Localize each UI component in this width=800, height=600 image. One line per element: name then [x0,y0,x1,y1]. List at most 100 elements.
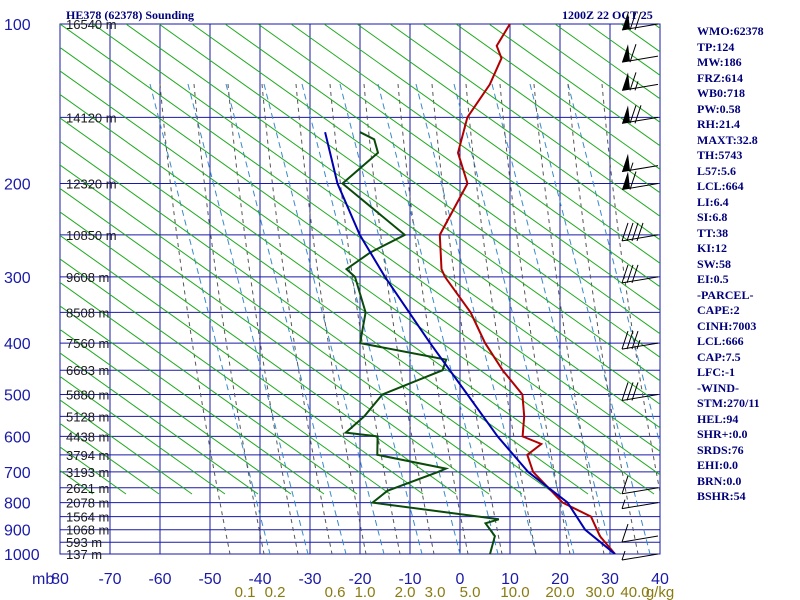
index-23: -WIND- [697,380,739,395]
dry-adiabat [60,46,660,476]
mixing-ratio-line [529,83,651,554]
height-label: 3193 m [66,465,109,480]
wind-barb [621,264,659,284]
mixing-ratio-label: 20.0 [545,584,574,600]
mixing-ratio-lines [149,83,660,554]
wind-barb-feather [629,44,637,63]
index-27: SRDS:76 [697,442,744,457]
dry-adiabat [60,258,391,495]
wind-barb-feather [626,222,634,242]
index-19: CINH:7003 [697,318,757,333]
height-label: 3794 m [66,448,109,463]
wind-barb-feather [629,72,637,91]
wind-barb-feather [631,330,639,350]
wind-barb [621,382,659,401]
wind-barb-flag [622,44,630,63]
temperature-tick-label: 40 [651,571,669,588]
index-9: L57:5.6 [697,163,736,178]
wind-barb-staff [621,276,659,284]
dry-adiabat [60,140,556,495]
index-13: TT:38 [697,225,729,240]
height-label: 16540 m [66,17,117,32]
dry-adiabat [60,305,325,495]
pressure-tick-label: 900 [4,523,31,540]
wind-barb [621,44,659,63]
wind-barb-half [629,162,634,172]
wind-barb-flag [622,72,630,91]
dry-adiabat [60,164,523,495]
pressure-tick-label: 500 [4,387,31,404]
mixing-ratio-label: 3.0 [425,584,446,600]
parcel-profile [324,131,616,554]
pressure-tick-label: 400 [4,336,31,353]
wind-barb-staff [621,487,659,495]
mixing-ratio-line [567,83,660,447]
index-26: SHR+:0.0 [697,427,748,441]
dry-adiabat [60,70,655,495]
dry-adiabat [224,24,660,335]
index-18: CAPE:2 [697,303,740,317]
wind-barb-staff [621,342,659,350]
height-label: 4438 m [66,429,109,444]
index-24: STM:270/11 [697,396,760,410]
mixing-ratio-label: 0.2 [265,584,286,600]
pressure-tick-label: 300 [4,270,31,287]
pressure-tick-label: 200 [4,177,31,194]
height-label: 5880 m [66,387,109,402]
index-14: KI:12 [697,241,727,255]
dry-adiabat [92,24,660,429]
dry-adiabat [191,24,660,358]
dry-adiabat [60,281,358,495]
height-label: 137 m [66,547,102,562]
wind-barb [621,11,659,31]
wind-barb-staff [621,502,659,510]
dry-adiabat [356,24,660,241]
wind-barb [621,330,659,350]
mixing-ratio-label: 10.0 [500,584,529,600]
wind-barb-half [621,499,626,509]
dry-adiabat [60,328,292,495]
mixing-ratio-label: 5.0 [460,584,481,600]
index-3: FRZ:614 [697,70,743,85]
wind-barb-staff [621,234,659,242]
index-28: EHI:0.0 [697,458,739,472]
index-17: -PARCEL- [697,287,754,302]
dry-adiabat [158,24,660,382]
wind-barb-feather [629,105,637,124]
wind-barb [621,105,659,124]
index-29: BRN:0.0 [697,473,742,488]
pressure-tick-label: 600 [4,429,31,446]
mixing-ratio-line [377,83,499,554]
mixing-ratio-label: 40.0 [620,584,649,600]
dry-adiabat [323,24,660,264]
mixing-ratio-unit: g/kg [646,584,674,600]
dry-adiabat [60,493,61,494]
mixing-ratio-line [301,83,423,554]
mixing-ratio-label: 1.0 [355,584,376,600]
wind-barb-feather [629,11,637,31]
wind-barb-staff [621,393,659,401]
height-label: 9608 m [66,270,109,285]
index-2: MW:186 [697,55,742,69]
index-25: HEL:94 [697,411,739,426]
index-6: RH:21.4 [697,117,740,131]
wind-barb-half [634,81,639,91]
mixing-ratio-line [225,83,347,554]
stability-indices-panel: WMO:62378 TP:124 MW:186 FRZ:614 WB0:718 PW:0.… [697,24,797,505]
index-11: LI:6.4 [697,194,729,209]
mixing-ratio-label: 0.1 [235,584,256,600]
moist-adiabat [261,83,333,554]
mixing-ratio-line [491,83,613,554]
temperature-tick-label: -40 [248,571,271,588]
mixing-ratio-line [187,83,309,554]
wind-barb-feather [621,382,629,401]
wind-barb [621,153,659,173]
index-12: SI:6.8 [697,210,728,224]
wind-barb-flag [622,12,630,30]
dry-adiabat [60,211,457,495]
index-16: EI:0.5 [697,272,729,286]
index-1: TP:124 [697,39,735,54]
wind-barb-feather [626,382,634,401]
wind-barb-feather [634,105,642,124]
